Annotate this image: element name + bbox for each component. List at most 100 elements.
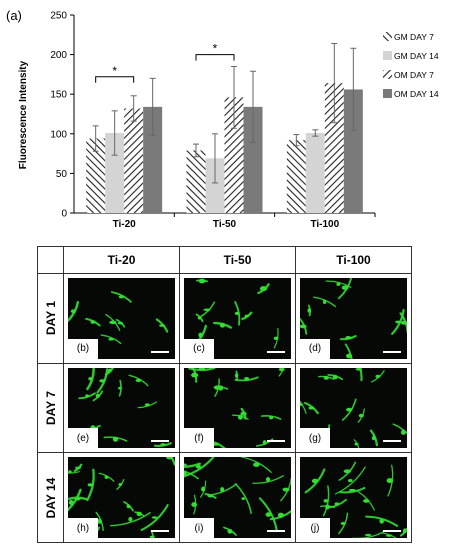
cell-body [355, 367, 362, 371]
cell-process [322, 485, 330, 517]
bar-chart: (a) Fluorescence Intensity 0 50 100 150 200 2… [6, 8, 439, 230]
legend-label: GM DAY 7 [394, 32, 434, 42]
cell-body [95, 393, 101, 398]
significance-bracket [95, 76, 135, 83]
cell-body [184, 463, 187, 467]
cell-body [68, 470, 72, 474]
cell-process [339, 487, 366, 494]
panel-label: (a) [6, 8, 22, 23]
cell-body [85, 393, 89, 397]
micrograph-image: (f) [184, 367, 291, 449]
cell-body [341, 285, 349, 290]
cell-body [241, 497, 246, 501]
cell-process [234, 483, 252, 515]
cell-body [340, 522, 346, 526]
legend-label: OM DAY 14 [394, 89, 439, 99]
cell-body [365, 534, 372, 537]
bar [343, 89, 363, 213]
y-tick-label: 0 [61, 209, 67, 220]
cell-body [214, 385, 220, 390]
scale-bar [383, 530, 401, 532]
cell-body [144, 402, 150, 406]
legend-swatch [383, 32, 392, 41]
cell-body [345, 336, 352, 340]
cell-body [97, 519, 102, 525]
cell-body [75, 466, 82, 470]
cell-body [218, 385, 224, 391]
legend-label: GM DAY 14 [394, 51, 439, 61]
scale-bar [151, 350, 169, 353]
micrograph-cell: (h) [63, 452, 180, 543]
cell-body [198, 332, 203, 338]
cell-body [262, 439, 267, 445]
panel-tag: (d) [300, 338, 330, 359]
micrograph-image: (i) [184, 457, 291, 538]
micrograph-image: (c) [184, 278, 291, 359]
cell-body [336, 282, 341, 286]
cell-process [184, 457, 215, 478]
cell-body [118, 295, 124, 299]
cell-body [197, 316, 202, 320]
cell-body [88, 376, 93, 381]
cell-body [126, 504, 131, 509]
cell-body [379, 519, 384, 525]
cell-body [136, 511, 142, 517]
micrograph-image: (j) [300, 457, 407, 538]
row-label-text: DAY 1 [43, 301, 58, 336]
column-header-ti-20: Ti-20 [63, 246, 180, 274]
cell-body [253, 462, 260, 468]
cell-body [191, 372, 199, 378]
grid-row: DAY 14 (h) (i) (j) [37, 452, 412, 543]
cell-process [184, 462, 201, 469]
cell-shapes [68, 367, 172, 448]
cell-body [90, 320, 96, 324]
panel-tag: (f) [184, 428, 214, 449]
scale-bar [151, 530, 169, 532]
grid-row: DAY 1 (b) (c) (d) [37, 273, 412, 364]
row-label-text: DAY 14 [43, 477, 58, 519]
cell-body [149, 535, 155, 538]
cell-body [400, 320, 407, 325]
significance-star: * [213, 42, 218, 56]
cell-body [363, 499, 370, 504]
panel-tag: (h) [68, 518, 98, 538]
cell-body [375, 374, 381, 378]
cell-body [358, 413, 364, 418]
cell-body [244, 376, 249, 380]
cell-body [346, 407, 353, 412]
cell-body [118, 386, 122, 390]
micrograph-cell: (d) [295, 273, 412, 364]
cell-body [234, 373, 239, 378]
cell-body [160, 442, 166, 446]
y-axis-label: Fluorescence Intensity [18, 60, 29, 169]
bar [124, 108, 144, 213]
y-tick-label: 100 [50, 129, 67, 140]
row-label-text: DAY 7 [43, 390, 58, 425]
cell-body [219, 322, 226, 328]
significance-bracket [195, 54, 235, 61]
cell-body [195, 464, 201, 469]
bar [224, 97, 244, 213]
micrograph-cell: (b) [63, 273, 180, 364]
bar [143, 106, 163, 213]
cell-process [100, 334, 122, 345]
cell-body [159, 324, 166, 327]
cell-body [345, 353, 353, 359]
cell-body [184, 471, 187, 477]
scale-bar [383, 350, 401, 353]
cell-body [166, 457, 174, 460]
micrograph-cell: (f) [179, 362, 296, 454]
cell-body [117, 321, 124, 325]
cell-body [118, 483, 123, 487]
bar [286, 140, 306, 213]
bar [105, 133, 125, 213]
scale-bar [267, 440, 285, 443]
cell-process [109, 512, 151, 527]
x-tick-label: Ti-50 [213, 219, 237, 230]
cell-body [259, 286, 268, 292]
cell-body [70, 309, 76, 314]
cell-body [220, 487, 225, 493]
column-header-ti-100: Ti-100 [295, 246, 412, 274]
cell-process [240, 457, 272, 474]
cell-body [278, 367, 285, 371]
